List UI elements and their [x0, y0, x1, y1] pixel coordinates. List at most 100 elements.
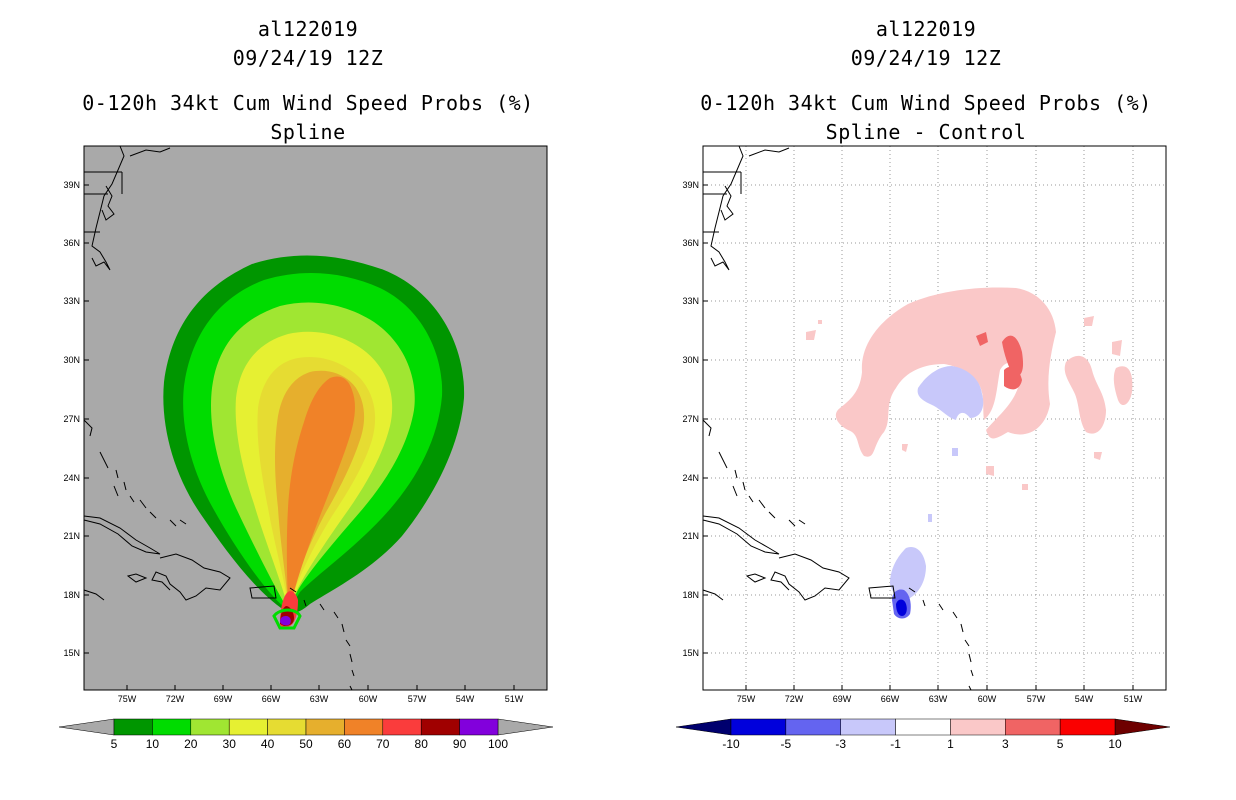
lon-tick-label: 54W [456, 694, 475, 704]
colorbar-low-end [58, 718, 115, 736]
lon-tick-label: 72W [785, 694, 804, 704]
colorbar-level-label: 80 [415, 737, 429, 751]
colorbar-swatch [1005, 718, 1061, 736]
left-map-panel: 39N 36N 33N 30N 27N 24N 21N 18N 15N 75W 72W 69W 66W… [63, 145, 548, 704]
colorbar-level-label: -10 [722, 737, 740, 751]
colorbar-level-label: -5 [781, 737, 792, 751]
colorbar-swatch [420, 718, 460, 736]
lat-tick-label: 27N [63, 414, 80, 424]
left-lon-ticks: 75W 72W 69W 66W 63W 60W 57W 54W 51W [118, 685, 524, 704]
lat-tick-label: 15N [63, 648, 80, 658]
right-lon-ticks: 75W 72W 69W 66W 63W 60W 57W 54W 51W [737, 685, 1143, 704]
right-title-line-3: 0-120h 34kt Cum Wind Speed Probs (%) [700, 91, 1152, 115]
lat-tick-label: 39N [682, 180, 699, 190]
lon-tick-label: 54W [1075, 694, 1094, 704]
lon-tick-label: 75W [737, 694, 756, 704]
lat-tick-label: 33N [63, 296, 80, 306]
lon-tick-label: 57W [1027, 694, 1046, 704]
colorbar-swatch [459, 718, 499, 736]
diff-positive-1to3-b [1064, 355, 1106, 434]
lon-tick-label: 66W [881, 694, 900, 704]
diff-negative-1to3-b [890, 448, 958, 599]
lat-tick-label: 27N [682, 414, 699, 424]
lat-tick-label: 30N [682, 355, 699, 365]
lat-tick-label: 24N [682, 473, 699, 483]
left-probability-contours [163, 255, 465, 630]
lat-tick-label: 30N [63, 355, 80, 365]
lat-tick-label: 15N [682, 648, 699, 658]
colorbar-level-label: 1 [947, 737, 954, 751]
contour-90pct [280, 616, 291, 626]
colorbar-swatch [190, 718, 230, 736]
diff-negative-1to3 [917, 366, 984, 420]
colorbar-swatch [1059, 718, 1116, 736]
colorbar-swatch [113, 718, 153, 736]
lon-tick-label: 63W [310, 694, 329, 704]
colorbar-level-label: 3 [1002, 737, 1009, 751]
left-title-line-3: 0-120h 34kt Cum Wind Speed Probs (%) [82, 91, 534, 115]
colorbar-high-end [497, 718, 554, 736]
right-title: al122019 09/24/19 12Z 0-120h 34kt Cum Wi… [646, 15, 1206, 147]
left-colorbar: 5 10 20 30 40 50 60 70 80 90 100 [58, 718, 554, 751]
colorbar-level-label: 50 [299, 737, 313, 751]
left-title-line-4: Spline [270, 120, 346, 144]
lon-tick-label: 60W [978, 694, 997, 704]
lat-tick-label: 21N [682, 531, 699, 541]
colorbar-swatch [267, 718, 307, 736]
colorbar-swatch [228, 718, 268, 736]
lon-tick-label: 51W [1124, 694, 1143, 704]
right-map-panel: 39N 36N 33N 30N 27N 24N 21N 18N 15N 75W 72W 69W 66W… [682, 145, 1167, 704]
lon-tick-label: 57W [408, 694, 427, 704]
colorbar-swatch [730, 718, 787, 736]
diff-positive-1to3-c [1113, 366, 1133, 406]
right-title-line-1: al122019 [875, 17, 977, 41]
lon-tick-label: 69W [833, 694, 852, 704]
colorbar-level-label: -3 [835, 737, 846, 751]
lat-tick-label: 36N [63, 238, 80, 248]
left-lat-ticks: 39N 36N 33N 30N 27N 24N 21N 18N 15N [63, 180, 89, 658]
colorbar-high-end [1114, 718, 1171, 736]
colorbar-level-label: 5 [1057, 737, 1064, 751]
right-colorbar: -10 -5 -3 -1 1 3 5 10 [675, 718, 1171, 751]
colorbar-level-label: -1 [890, 737, 901, 751]
colorbar-level-label: 10 [1108, 737, 1122, 751]
colorbar-swatch [840, 718, 896, 736]
right-title-line-4: Spline - Control [825, 120, 1027, 144]
colorbar-swatch [152, 718, 192, 736]
colorbar-swatch [950, 718, 1006, 736]
lat-tick-label: 18N [63, 590, 80, 600]
colorbar-level-label: 10 [146, 737, 160, 751]
colorbar-level-label: 70 [376, 737, 390, 751]
left-title-line-2: 09/24/19 12Z [232, 46, 384, 70]
lon-tick-label: 75W [118, 694, 137, 704]
diff-positive-1to3 [835, 287, 1056, 457]
colorbar-level-label: 5 [111, 737, 118, 751]
colorbar-swatch [382, 718, 422, 736]
right-title-line-2: 09/24/19 12Z [850, 46, 1002, 70]
colorbar-level-label: 90 [453, 737, 467, 751]
colorbar-level-label: 20 [184, 737, 198, 751]
colorbar-swatch [785, 718, 841, 736]
lat-tick-label: 36N [682, 238, 699, 248]
colorbar-low-end [675, 718, 732, 736]
right-lat-ticks: 39N 36N 33N 30N 27N 24N 21N 18N 15N [682, 180, 708, 658]
colorbar-level-label: 40 [261, 737, 275, 751]
diff-positive-3to5 [976, 332, 1024, 390]
lon-tick-label: 66W [262, 694, 281, 704]
colorbar-swatch [305, 718, 345, 736]
colorbar-level-label: 100 [488, 737, 508, 751]
right-difference-contours [806, 287, 1133, 619]
colorbar-level-label: 30 [223, 737, 237, 751]
lon-tick-label: 51W [505, 694, 524, 704]
colorbar-level-label: 60 [338, 737, 352, 751]
lat-tick-label: 33N [682, 296, 699, 306]
colorbar-swatch [344, 718, 384, 736]
lat-tick-label: 24N [63, 473, 80, 483]
lon-tick-label: 69W [214, 694, 233, 704]
left-title-line-1: al122019 [257, 17, 359, 41]
lat-tick-label: 21N [63, 531, 80, 541]
lon-tick-label: 60W [359, 694, 378, 704]
colorbar-swatch [895, 718, 951, 736]
lon-tick-label: 72W [166, 694, 185, 704]
